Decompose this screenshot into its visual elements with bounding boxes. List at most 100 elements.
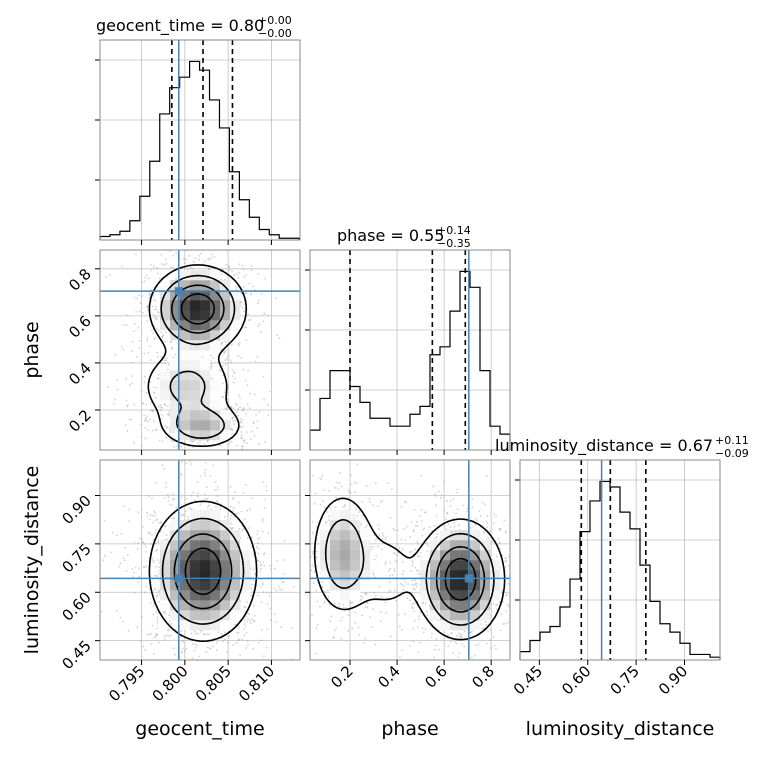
sample-point xyxy=(414,548,417,551)
sample-point xyxy=(264,312,266,315)
sample-point xyxy=(207,268,210,271)
sample-point xyxy=(221,273,223,276)
sample-point xyxy=(191,643,194,645)
sample-point xyxy=(157,374,160,376)
sample-point xyxy=(347,614,350,617)
density-cell xyxy=(180,370,191,381)
density-cell xyxy=(450,570,461,581)
sample-point xyxy=(411,603,414,605)
density-cell xyxy=(230,570,241,581)
density-cell xyxy=(180,560,191,571)
sample-point xyxy=(403,613,406,615)
sample-point xyxy=(154,532,157,534)
sample-point xyxy=(164,612,167,615)
sample-point xyxy=(266,603,269,605)
sample-point xyxy=(374,539,377,542)
sample-point xyxy=(153,636,156,639)
sample-point xyxy=(364,637,366,640)
sample-point xyxy=(225,349,228,352)
sample-point xyxy=(401,583,403,586)
sample-point xyxy=(199,440,201,443)
sample-point xyxy=(361,596,364,599)
sample-point xyxy=(246,639,249,642)
sample-point xyxy=(170,266,172,269)
sample-point xyxy=(495,604,497,607)
sample-point xyxy=(396,554,399,556)
sample-point xyxy=(220,637,223,640)
sample-point xyxy=(366,606,369,609)
density-cell xyxy=(190,580,201,591)
density-cell xyxy=(220,570,231,581)
density-cell xyxy=(220,520,231,531)
sample-point xyxy=(210,359,212,362)
sample-point xyxy=(471,506,474,509)
density-cell xyxy=(470,590,481,601)
density-cell xyxy=(180,550,191,561)
sample-point xyxy=(167,496,170,499)
sample-point xyxy=(138,575,141,578)
sample-point xyxy=(239,426,241,428)
density-cell xyxy=(210,320,221,331)
sample-point xyxy=(231,433,233,435)
density-cell xyxy=(220,300,231,311)
sample-point xyxy=(215,506,217,508)
sample-point xyxy=(247,369,250,372)
sample-point xyxy=(173,517,176,520)
sample-point xyxy=(320,478,323,481)
sample-point xyxy=(231,369,234,372)
sample-point xyxy=(242,628,245,631)
sample-point xyxy=(157,566,160,569)
density-cell xyxy=(450,600,461,611)
sample-point xyxy=(116,388,119,391)
sample-point xyxy=(257,542,259,545)
sample-point xyxy=(323,506,326,508)
sample-point xyxy=(158,590,160,593)
sample-point xyxy=(291,627,294,629)
sample-point xyxy=(225,344,227,346)
sample-point xyxy=(154,565,157,568)
sample-point xyxy=(412,607,414,610)
xlabel-luminosity-distance: luminosity_distance xyxy=(526,718,715,740)
sample-point xyxy=(387,482,390,485)
sample-point xyxy=(239,654,242,657)
density-cell xyxy=(220,410,231,421)
sample-point xyxy=(332,636,335,639)
sample-point xyxy=(389,589,392,592)
sample-point xyxy=(222,374,224,377)
sample-point xyxy=(203,471,206,474)
sample-point xyxy=(208,647,211,650)
sample-point xyxy=(313,502,316,505)
sample-point xyxy=(175,252,178,254)
sample-point xyxy=(438,648,440,651)
sample-point xyxy=(245,631,248,634)
yticklabel-luminosity-distance: 0.60 xyxy=(58,588,94,624)
density-cell xyxy=(480,580,491,591)
sample-point xyxy=(219,444,221,447)
sample-point xyxy=(240,301,242,304)
sample-point xyxy=(265,591,268,594)
density-cell xyxy=(440,560,451,571)
xticklabel-geocent-time: 0.810 xyxy=(235,662,278,705)
sample-point xyxy=(115,534,118,537)
xticklabel-luminosity-distance: 0.75 xyxy=(607,662,643,698)
xticklabel-geocent-time: 0.800 xyxy=(149,662,192,705)
sample-point xyxy=(145,391,148,394)
sample-point xyxy=(361,500,363,503)
sample-point xyxy=(156,272,159,275)
sample-point xyxy=(369,616,372,619)
sample-point xyxy=(408,644,411,647)
sample-point xyxy=(424,511,427,513)
density-cell xyxy=(430,570,441,581)
sample-point xyxy=(125,570,128,573)
sample-point xyxy=(315,556,318,558)
density-cell xyxy=(450,560,461,571)
density-cell xyxy=(420,560,431,571)
contour-phase-luminosity-distance xyxy=(444,557,477,601)
sample-point xyxy=(204,474,207,477)
sample-point xyxy=(127,630,130,632)
sample-point xyxy=(153,316,155,319)
density-cell xyxy=(240,540,251,551)
sample-point xyxy=(153,575,156,577)
sample-point xyxy=(141,281,144,284)
sample-point xyxy=(172,647,175,650)
